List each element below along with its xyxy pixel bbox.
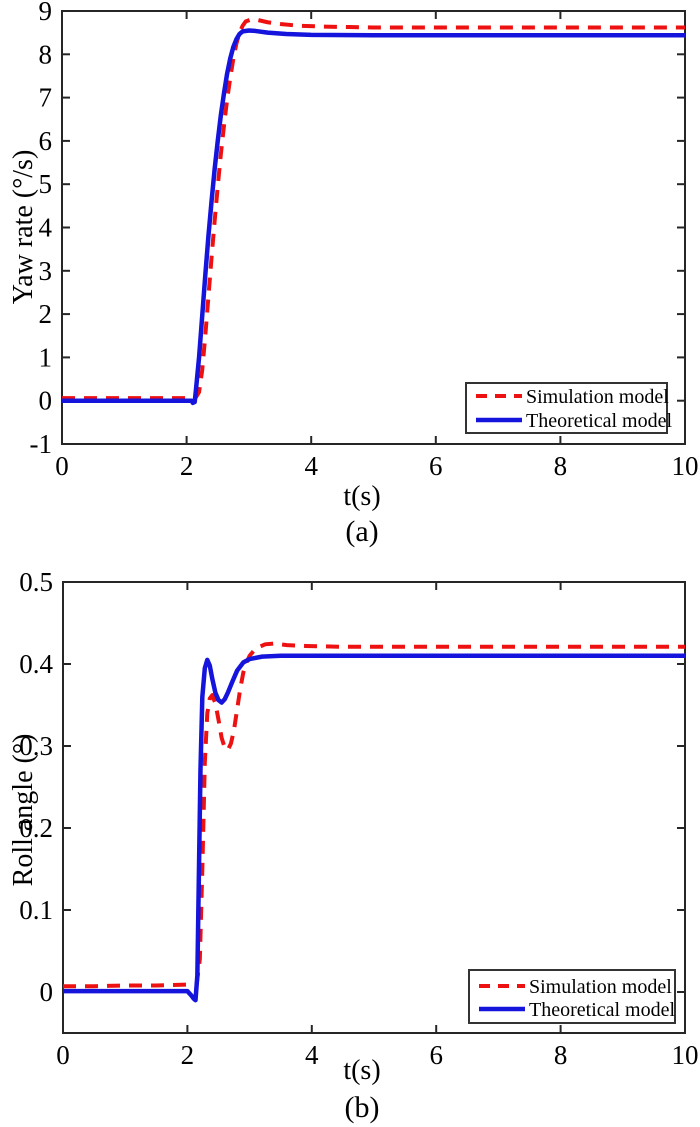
y-tick-label: 5 [39,169,53,199]
legend-item-label: Simulation model [526,386,669,408]
y-tick-label: 0.2 [19,813,53,843]
series-theoretical [63,653,685,1003]
plot-box [61,10,686,445]
y-tick-label: 6 [39,126,53,156]
series-theoretical [62,28,685,406]
y-tick-label: 2 [39,299,53,329]
y-tick-label: 8 [39,39,53,69]
x-tick-label: 0 [56,1040,70,1070]
y-tick-label: 0.3 [19,731,53,761]
y-axis-label: Roll angle (°) [8,734,39,887]
plot-box [62,581,686,1034]
x-tick-label: 10 [672,1040,699,1070]
y-tick-label: 0.4 [19,649,53,679]
y-tick-label: 0 [39,386,53,416]
y-tick-label: 0.1 [19,895,53,925]
series-simulation [62,17,685,401]
x-tick-label: 2 [181,1040,195,1070]
x-tick-label: 0 [55,451,69,481]
x-tick-label: 4 [305,1040,319,1070]
legend-item-label: Theoretical model [529,999,675,1021]
y-axis-label: Yaw rate (°/s) [8,150,39,305]
series-simulation [63,641,685,989]
legend-box [465,382,668,434]
y-tick-label: 7 [39,83,53,113]
x-tick-label: 8 [554,451,568,481]
y-tick-label: 4 [39,213,53,243]
legend-box [468,969,676,1024]
x-tick-label: 6 [429,451,443,481]
y-tick-label: 9 [39,0,53,26]
y-tick-label: 0 [40,977,54,1007]
legend-item-label: Theoretical model [526,410,672,432]
y-tick-label: 1 [39,342,53,372]
x-tick-label: 2 [180,451,194,481]
x-tick-label: 6 [429,1040,443,1070]
y-tick-label: 0.5 [19,567,53,597]
y-tick-label: 3 [39,256,53,286]
x-tick-label: 4 [304,451,318,481]
x-axis-label: t(s) [343,1055,380,1086]
roll-angle-chart: 0 2 4 6 8 10 0 0.1 0.2 0.3 0.4 0.5 Simulation modelT… [0,563,700,1127]
panel-subtitle: (b) [345,1091,380,1124]
x-tick-label: 10 [672,451,699,481]
x-axis-label: t(s) [343,481,380,512]
x-tick-label: 8 [554,1040,568,1070]
y-tick-label: -1 [30,429,53,459]
panel-subtitle: (a) [345,515,378,548]
legend-item-label: Simulation model [529,976,672,998]
